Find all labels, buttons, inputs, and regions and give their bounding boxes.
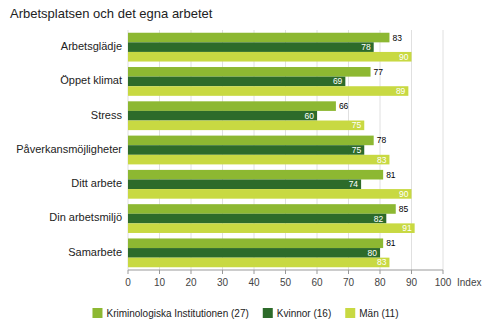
legend: Kriminologiska Institutionen (27) Kvinnor…	[92, 308, 398, 319]
data-labels: 8185817866778380827475606978839190837589…	[305, 33, 412, 268]
legend-swatch	[92, 308, 102, 318]
tick-label: 70	[343, 277, 355, 288]
tick-label: 10	[154, 277, 166, 288]
data-label: 74	[349, 179, 359, 189]
data-label: 83	[392, 33, 402, 43]
bar	[128, 204, 396, 214]
data-label: 85	[399, 204, 409, 214]
data-label: 81	[386, 170, 396, 180]
data-label: 78	[377, 135, 387, 145]
bar	[128, 238, 383, 248]
bar	[128, 121, 364, 131]
legend-label: Män (11)	[359, 308, 398, 319]
tick-label: 20	[185, 277, 197, 288]
legend-item: Kvinnor (16)	[263, 308, 331, 319]
tick-label: 80	[374, 277, 386, 288]
category-label: Samarbete	[68, 246, 122, 258]
data-label: 82	[374, 214, 384, 224]
bars	[128, 33, 415, 268]
data-label: 80	[368, 248, 378, 258]
legend-item: Kriminologiska Institutionen (27)	[92, 308, 248, 319]
legend-label: Kriminologiska Institutionen (27)	[106, 308, 248, 319]
title: Arbetsplatsen och det egna arbetet	[10, 6, 213, 21]
bar	[128, 179, 361, 189]
bar	[128, 214, 386, 224]
tick-label: 50	[280, 277, 292, 288]
data-label: 89	[396, 86, 406, 96]
data-label: 90	[399, 189, 409, 199]
grid-line	[411, 30, 412, 270]
x-axis-line	[128, 270, 443, 271]
data-label: 83	[377, 155, 387, 165]
bar	[128, 145, 364, 155]
legend-swatch	[263, 308, 273, 318]
tick-mark	[411, 270, 412, 274]
tick-mark	[317, 270, 318, 274]
tick-mark	[159, 270, 160, 274]
bar	[128, 136, 374, 146]
data-label: 91	[402, 223, 412, 233]
tick-mark	[222, 270, 223, 274]
tick-label: 0	[125, 277, 131, 288]
bar	[128, 111, 317, 121]
tick-label: 60	[311, 277, 323, 288]
category-label: Din arbetsmiljö	[49, 211, 122, 223]
data-label: 83	[377, 257, 387, 267]
legend-swatch	[345, 308, 355, 318]
data-label: 77	[374, 67, 384, 77]
tick-label: 40	[248, 277, 260, 288]
data-label: 78	[361, 42, 371, 52]
grid-line	[443, 30, 444, 270]
bar	[128, 86, 408, 96]
category-label: Påverkansmöjligheter	[16, 143, 122, 155]
data-label: 69	[333, 76, 343, 86]
category-label: Öppet klimat	[60, 74, 122, 86]
bar	[128, 67, 371, 77]
bar	[128, 52, 412, 62]
category-label: Ditt arbete	[71, 177, 122, 189]
bar	[128, 77, 345, 87]
data-label: 60	[305, 111, 315, 121]
bar	[128, 42, 374, 52]
category-label: Stress	[91, 109, 123, 121]
tick-label: 30	[217, 277, 229, 288]
bar	[128, 223, 415, 233]
tick-mark	[380, 270, 381, 274]
bar	[128, 155, 389, 165]
data-label: 75	[352, 145, 362, 155]
tick-mark	[254, 270, 255, 274]
tick-mark	[128, 270, 129, 274]
tick-mark	[285, 270, 286, 274]
bar	[128, 258, 389, 268]
legend-item: Män (11)	[345, 308, 398, 319]
data-label: 81	[386, 238, 396, 248]
bar	[128, 189, 412, 199]
bar	[128, 33, 389, 43]
tick-label: 100	[435, 277, 452, 288]
chart: Arbetsplatsen och det egna arbetet 0 10 20 3…	[0, 0, 491, 332]
x-axis-label: Index	[457, 277, 481, 288]
tick-label: 90	[406, 277, 418, 288]
category-label: Arbetsglädje	[61, 40, 122, 52]
bar	[128, 170, 383, 180]
grid	[128, 30, 443, 270]
bar	[128, 248, 380, 258]
legend-label: Kvinnor (16)	[277, 308, 331, 319]
tick-mark	[348, 270, 349, 274]
bar	[128, 101, 336, 111]
data-label: 75	[352, 120, 362, 130]
data-label: 66	[339, 101, 349, 111]
tick-mark	[191, 270, 192, 274]
tick-mark	[443, 270, 444, 274]
data-label: 90	[399, 52, 409, 62]
